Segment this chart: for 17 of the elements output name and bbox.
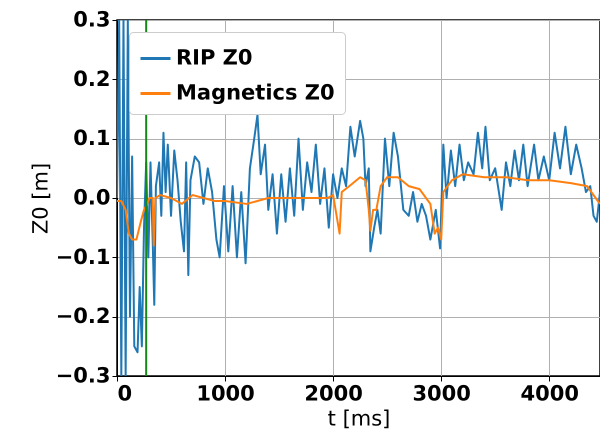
y-tick-label: −0.2	[56, 304, 110, 328]
x-tick-label: 0	[118, 382, 132, 406]
x-tick-label: 2000	[304, 382, 363, 406]
legend-label: RIP Z0	[176, 46, 253, 70]
y-tick-label: −0.1	[56, 244, 110, 269]
x-tick-label: 4000	[520, 382, 579, 406]
y-axis-title: Z0 [m]	[28, 162, 53, 234]
y-tick-label: 0.1	[73, 126, 110, 150]
x-tick-label: 1000	[196, 382, 255, 406]
y-tick-label: −0.3	[56, 364, 110, 388]
line-series	[117, 173, 600, 246]
x-axis-title: t [ms]	[328, 406, 390, 430]
x-tick-label: 3000	[412, 382, 471, 406]
y-tick-label: 0.0	[73, 186, 110, 210]
y-tick-label: 0.2	[73, 66, 110, 91]
y-tick-label: 0.3	[73, 8, 110, 32]
legend-label: Magnetics Z0	[176, 80, 335, 104]
